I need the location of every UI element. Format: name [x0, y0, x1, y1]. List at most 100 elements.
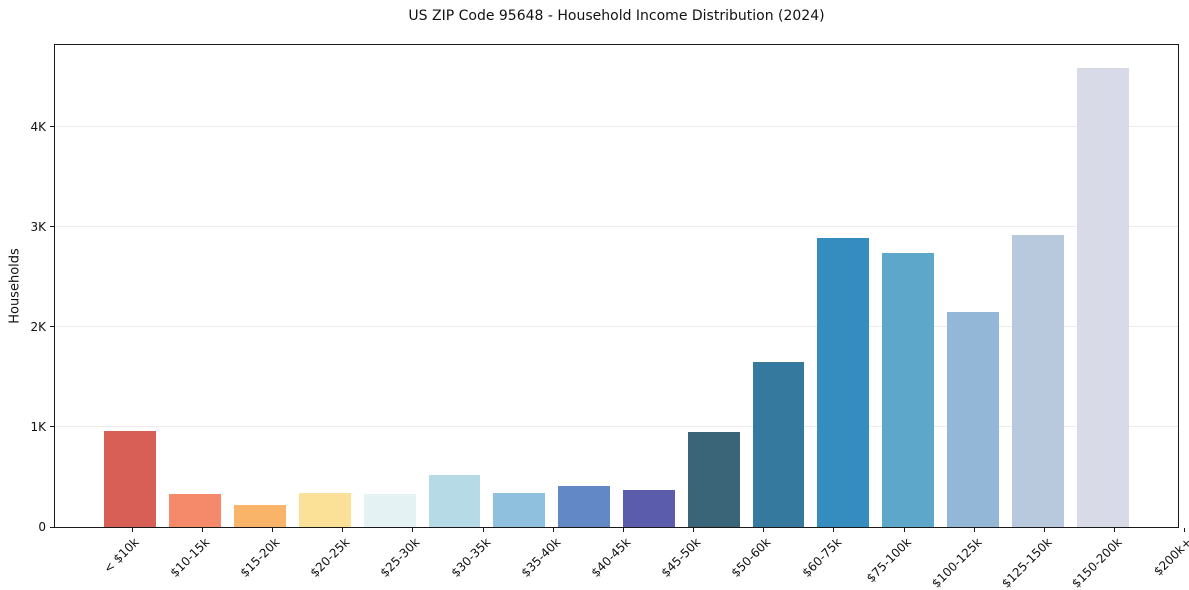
x-tick-slot: [869, 528, 939, 532]
gridline-4K: [55, 125, 1178, 127]
x-tick-slot: [308, 528, 378, 532]
bar-slot: [617, 45, 682, 527]
x-axis-labels: < $10k $10-15k $15-20k $20-25k $25-30k $30-35…: [54, 529, 1189, 590]
x-tick-mark: [833, 528, 835, 532]
bar-$20-25k: [298, 492, 351, 527]
bar-slot: [876, 45, 941, 527]
y-tick-label-2K: 2K: [30, 319, 46, 334]
x-tick-label-$75-100k: $75-100k: [863, 535, 915, 586]
bar-slot: [487, 45, 552, 527]
x-label-slot: $40-45k: [588, 529, 658, 589]
x-tick-label-$25-30k: $25-30k: [377, 535, 423, 580]
bar-slot: [1070, 45, 1135, 527]
x-axis-ticks: [54, 528, 1189, 532]
y-tick-label-4K: 4K: [30, 119, 46, 134]
x-tick-mark: [973, 528, 975, 532]
x-tick-slot: [448, 528, 518, 532]
x-tick-label-$30-35k: $30-35k: [448, 535, 493, 580]
x-label-slot: $30-35k: [448, 529, 518, 589]
x-tick-mark: [131, 528, 133, 532]
x-label-slot: $25-30k: [378, 529, 448, 589]
x-tick-slot: [237, 528, 307, 532]
bar-slot: [228, 45, 293, 527]
x-label-slot: $200k+: [1150, 529, 1189, 589]
x-tick-slot: [799, 528, 869, 532]
x-label-slot: $35-40k: [518, 529, 588, 589]
x-tick-slot: [588, 528, 658, 532]
x-tick-mark: [1044, 528, 1046, 532]
x-label-slot: $50-60k: [729, 529, 799, 589]
bar-slot: [163, 45, 228, 527]
bar-slot: [422, 45, 487, 527]
x-tick-label-$60-75k: $60-75k: [799, 535, 844, 580]
bar-$30-35k: [428, 474, 481, 527]
x-tick-mark: [903, 528, 905, 532]
bar-$100-125k: [882, 252, 935, 527]
y-tick-mark-0: [50, 526, 54, 528]
bar-$60-75k: [752, 361, 805, 527]
y-axis-label: Households: [7, 248, 23, 324]
bar-slot: [941, 45, 1006, 527]
x-tick-mark: [1184, 528, 1186, 532]
bar-$50-60k: [687, 431, 740, 527]
gridline-1K: [55, 425, 1178, 427]
x-tick-label-$45-50k: $45-50k: [658, 535, 704, 580]
x-tick-mark: [1114, 528, 1116, 532]
x-tick-label-$50-60k: $50-60k: [728, 535, 774, 580]
x-tick-mark: [552, 528, 554, 532]
y-tick-mark-4K: [50, 126, 54, 128]
x-label-slot: $150-200k: [1069, 529, 1150, 590]
bar-slot: [1005, 45, 1070, 527]
y-tick-label-0: 0: [38, 520, 46, 534]
x-tick-label-$40-45k: $40-45k: [588, 535, 634, 580]
y-tick-mark-2K: [50, 326, 54, 328]
bar-slot: [98, 45, 163, 527]
plot-area: [54, 44, 1179, 528]
gridline-2K: [55, 325, 1178, 327]
x-label-slot: $15-20k: [237, 529, 307, 589]
x-tick-slot: [1080, 528, 1150, 532]
x-tick-label-$35-40k: $35-40k: [518, 535, 564, 580]
bars-layer: [55, 45, 1178, 527]
bar-slot: [292, 45, 357, 527]
bar-$25-30k: [363, 493, 416, 527]
x-tick-mark: [201, 528, 203, 532]
x-label-slot: $60-75k: [799, 529, 869, 589]
x-label-slot: $45-50k: [659, 529, 729, 589]
x-tick-slot: [378, 528, 448, 532]
bar-$35-40k: [493, 492, 546, 527]
y-tick-mark-3K: [50, 226, 54, 228]
x-label-slot: < $10k: [97, 529, 167, 589]
x-label-slot: $20-25k: [308, 529, 378, 589]
x-tick-slot: [1009, 528, 1079, 532]
bar-$40-45k: [558, 485, 611, 527]
x-tick-mark: [412, 528, 414, 532]
x-tick-slot: [167, 528, 237, 532]
x-tick-mark: [693, 528, 695, 532]
x-label-slot: $10-15k: [167, 529, 237, 589]
bar-$15-20k: [234, 504, 286, 527]
bar-slot: [357, 45, 422, 527]
bar-slot: [552, 45, 617, 527]
x-tick-label-< $10k: < $10k: [101, 535, 142, 576]
bar-slot: [746, 45, 811, 527]
x-tick-slot: [659, 528, 729, 532]
x-tick-mark: [271, 528, 273, 532]
x-tick-mark: [342, 528, 344, 532]
y-tick-mark-1K: [50, 426, 54, 428]
x-tick-slot: [518, 528, 588, 532]
bar-$150-200k: [1011, 234, 1064, 527]
bar-$45-50k: [622, 489, 675, 527]
bar-< $10k: [104, 430, 157, 527]
bar-$200k+: [1076, 67, 1129, 527]
x-tick-slot: [1150, 528, 1189, 532]
gridline-3K: [55, 225, 1178, 227]
x-tick-mark: [622, 528, 624, 532]
bar-slot: [811, 45, 876, 527]
y-tick-label-3K: 3K: [30, 219, 46, 234]
bar-$125-150k: [947, 311, 999, 527]
x-tick-label-$200k+: $200k+: [1151, 535, 1189, 579]
x-tick-mark: [763, 528, 765, 532]
y-tick-label-1K: 1K: [30, 419, 46, 434]
